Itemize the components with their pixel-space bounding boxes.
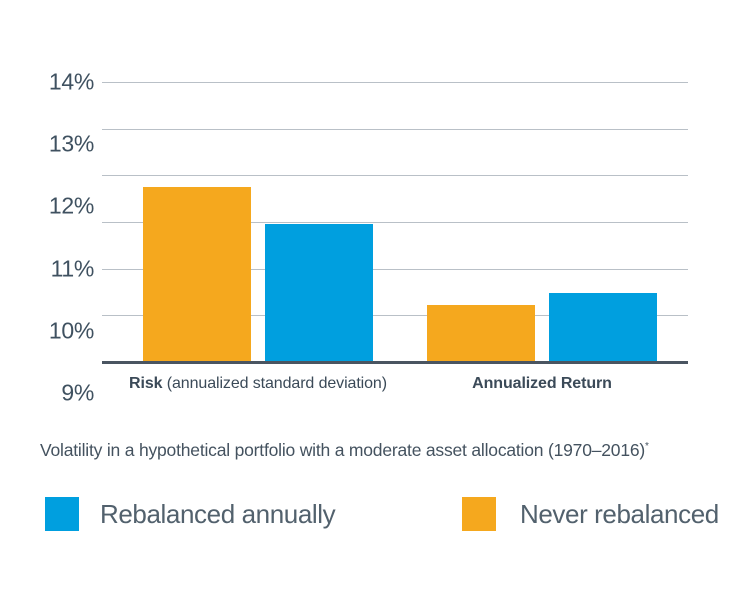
category-label-annualized-return: Annualized Return	[382, 375, 702, 393]
caption-footnote-marker: *	[645, 441, 649, 453]
gridline	[102, 175, 688, 176]
chart-caption: Volatility in a hypothetical portfolio w…	[40, 440, 649, 461]
legend-label-rebalanced-annually: Rebalanced annually	[100, 498, 336, 529]
gridline	[102, 269, 688, 270]
legend-item-never-rebalanced: Never rebalanced	[462, 497, 719, 531]
legend-swatch-never-rebalanced-icon	[462, 497, 496, 531]
bar-risk-never-rebalanced	[143, 187, 251, 361]
category-label-risk-bold: Risk	[129, 375, 163, 392]
bar-annualized-return-rebalanced-annually	[549, 293, 657, 361]
category-label-return-bold: Annualized Return	[472, 375, 612, 392]
y-tick-label-13: 13%	[48, 130, 94, 157]
gridline	[102, 129, 688, 130]
legend-item-rebalanced-annually: Rebalanced annually	[45, 497, 336, 531]
y-tick-label-14: 14%	[48, 68, 94, 95]
category-label-risk: Risk (annualized standard deviation)	[98, 375, 418, 393]
gridline	[102, 315, 688, 316]
y-tick-label-12: 12%	[48, 192, 94, 219]
gridline	[102, 82, 688, 83]
legend-swatch-rebalanced-annually-icon	[45, 497, 79, 531]
x-axis-baseline	[102, 361, 688, 364]
bar-risk-rebalanced-annually	[265, 224, 373, 361]
y-tick-label-11: 11%	[50, 255, 95, 282]
y-tick-label-9: 9%	[61, 379, 94, 406]
gridline	[102, 222, 688, 223]
plot-area	[102, 82, 688, 364]
legend-label-never-rebalanced: Never rebalanced	[520, 498, 719, 529]
chart-caption-text: Volatility in a hypothetical portfolio w…	[40, 440, 646, 460]
y-tick-label-10: 10%	[48, 317, 94, 344]
category-label-risk-rest: (annualized standard deviation)	[162, 375, 387, 392]
bar-annualized-return-never-rebalanced	[427, 305, 535, 361]
